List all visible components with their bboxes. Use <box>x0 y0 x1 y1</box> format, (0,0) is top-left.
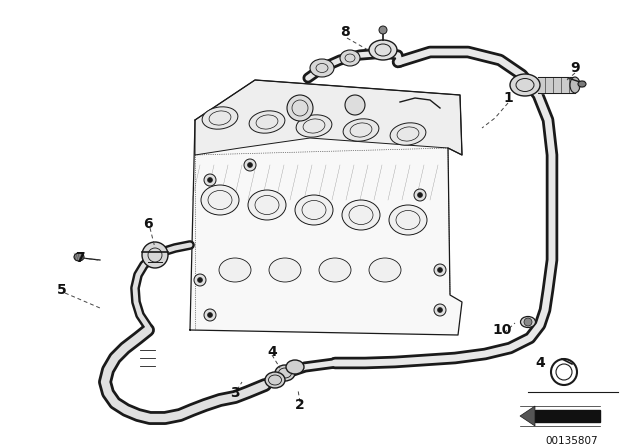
Ellipse shape <box>248 190 286 220</box>
Text: 7: 7 <box>75 251 85 265</box>
Circle shape <box>379 26 387 34</box>
Circle shape <box>198 277 202 283</box>
Ellipse shape <box>201 185 239 215</box>
Ellipse shape <box>295 195 333 225</box>
Ellipse shape <box>219 258 251 282</box>
Ellipse shape <box>275 365 295 381</box>
Ellipse shape <box>342 200 380 230</box>
Ellipse shape <box>390 123 426 145</box>
Text: 4: 4 <box>267 345 277 359</box>
Text: 8: 8 <box>340 25 350 39</box>
Ellipse shape <box>319 258 351 282</box>
Circle shape <box>287 95 313 121</box>
Text: 00135807: 00135807 <box>546 436 598 446</box>
Text: 2: 2 <box>295 398 305 412</box>
Circle shape <box>345 95 365 115</box>
Polygon shape <box>535 410 600 422</box>
Polygon shape <box>190 80 462 335</box>
Polygon shape <box>195 80 462 155</box>
Ellipse shape <box>202 107 238 129</box>
Polygon shape <box>520 406 535 426</box>
Text: 9: 9 <box>570 61 580 75</box>
Text: 5: 5 <box>57 283 67 297</box>
Text: 6: 6 <box>143 217 153 231</box>
Ellipse shape <box>578 81 586 87</box>
Ellipse shape <box>310 59 334 77</box>
Circle shape <box>417 193 422 198</box>
Text: 10: 10 <box>492 323 512 337</box>
Ellipse shape <box>296 115 332 137</box>
Circle shape <box>434 264 446 276</box>
Circle shape <box>438 267 442 272</box>
Circle shape <box>142 242 168 268</box>
Ellipse shape <box>265 372 285 388</box>
Circle shape <box>204 174 216 186</box>
Ellipse shape <box>389 205 427 235</box>
Ellipse shape <box>369 40 397 60</box>
Text: 4: 4 <box>535 356 545 370</box>
Ellipse shape <box>340 50 360 66</box>
Ellipse shape <box>520 316 536 327</box>
Circle shape <box>244 159 256 171</box>
Ellipse shape <box>249 111 285 133</box>
Ellipse shape <box>570 77 580 93</box>
Ellipse shape <box>369 258 401 282</box>
Circle shape <box>248 163 253 168</box>
Circle shape <box>194 274 206 286</box>
Circle shape <box>524 318 532 326</box>
Circle shape <box>207 177 212 182</box>
Ellipse shape <box>74 253 84 261</box>
Text: 1: 1 <box>503 91 513 105</box>
Circle shape <box>434 304 446 316</box>
Ellipse shape <box>343 119 379 141</box>
Ellipse shape <box>269 258 301 282</box>
Circle shape <box>207 313 212 318</box>
Circle shape <box>204 309 216 321</box>
Circle shape <box>414 189 426 201</box>
Ellipse shape <box>286 360 304 374</box>
Ellipse shape <box>510 74 540 96</box>
Text: 3: 3 <box>230 386 240 400</box>
Circle shape <box>438 307 442 313</box>
